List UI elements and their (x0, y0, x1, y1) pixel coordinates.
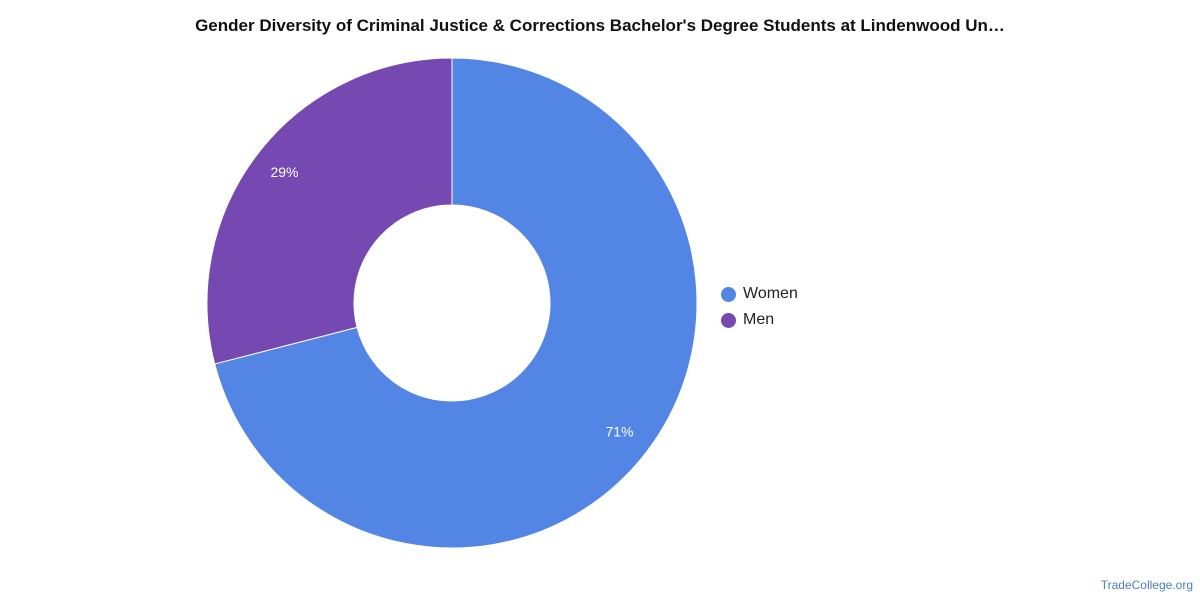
slice-men[interactable] (206, 57, 453, 365)
legend-swatch-women (721, 286, 736, 302)
chart-title: Gender Diversity of Criminal Justice & C… (195, 16, 1005, 35)
slice-labels: 71% 29% (270, 164, 633, 440)
legend-item-men[interactable]: Men (721, 307, 798, 333)
slice-women[interactable] (214, 57, 698, 549)
legend-label-women: Women (743, 285, 798, 302)
source-credit[interactable]: TradeCollege.org (1100, 578, 1193, 592)
legend-swatch-men (721, 312, 736, 328)
legend: Women Men (721, 281, 798, 333)
donut-slices (206, 57, 698, 549)
legend-label-men: Men (743, 311, 775, 328)
slice-label-men: 29% (270, 164, 298, 180)
legend-item-women[interactable]: Women (721, 281, 798, 307)
slice-label-women: 71% (605, 424, 633, 440)
